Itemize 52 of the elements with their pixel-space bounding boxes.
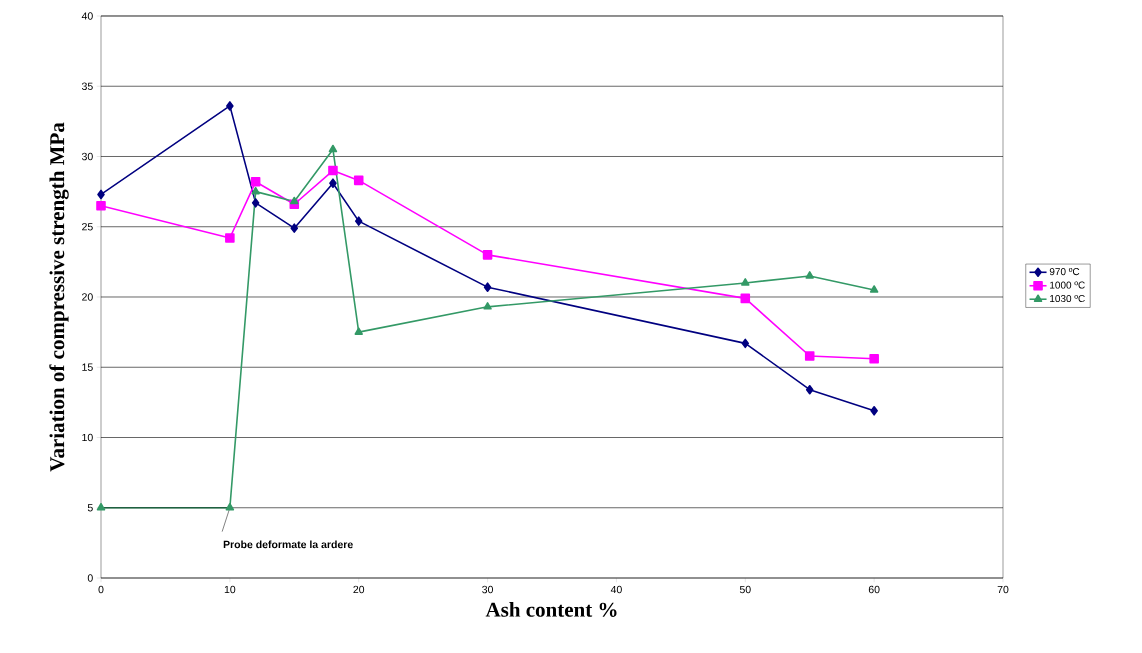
y-tick-label: 40 [81, 12, 93, 20]
point [354, 327, 363, 335]
x-tick-label: 40 [610, 585, 622, 594]
point [483, 302, 492, 310]
x-tick-label: 30 [482, 585, 493, 594]
point [96, 502, 106, 511]
y-tick-label: 0 [87, 574, 93, 582]
annotation: Probe deformate la ardere [223, 540, 353, 549]
point [804, 351, 815, 361]
point [97, 189, 105, 200]
point [353, 175, 364, 186]
y-axis-title: Variation of compressive strength MPa [49, 122, 69, 472]
y-tick-label: 30 [81, 152, 93, 161]
point [805, 384, 814, 395]
y-tick-label: 5 [87, 504, 93, 512]
point [225, 502, 235, 511]
point [329, 178, 337, 188]
point [482, 250, 493, 260]
y-tick-label: 10 [82, 433, 93, 442]
point [96, 200, 106, 211]
point [290, 223, 299, 233]
y-tick-label: 15 [82, 363, 93, 371]
point [741, 338, 750, 349]
point [225, 233, 235, 243]
y-tick-label: 35 [81, 82, 93, 90]
point [354, 216, 363, 226]
point [483, 282, 492, 292]
point [226, 101, 234, 111]
x-tick-label: 10 [224, 585, 236, 594]
legend-label: 1030 ºC [1050, 294, 1085, 303]
x-tick-label: 60 [868, 585, 880, 594]
y-tick-label: 20 [82, 293, 93, 301]
x-tick-label: 20 [353, 585, 365, 594]
point [251, 198, 260, 208]
point [290, 196, 299, 205]
point [741, 278, 750, 286]
x-tick-label: 50 [739, 585, 751, 594]
point [328, 144, 338, 153]
point [251, 186, 260, 195]
point [869, 285, 879, 293]
point [869, 354, 879, 364]
point [328, 165, 338, 176]
x-axis-title: Ash content % [485, 602, 617, 617]
point [805, 271, 814, 279]
point [870, 406, 878, 416]
legend-label: 1000 ºC [1050, 281, 1085, 289]
point [250, 177, 261, 187]
legend-label: 970 ºC [1049, 268, 1080, 276]
x-tick-label: 70 [997, 585, 1009, 594]
y-tick-label: 25 [82, 223, 93, 231]
x-tick-label: 0 [98, 585, 104, 594]
point [740, 293, 751, 304]
